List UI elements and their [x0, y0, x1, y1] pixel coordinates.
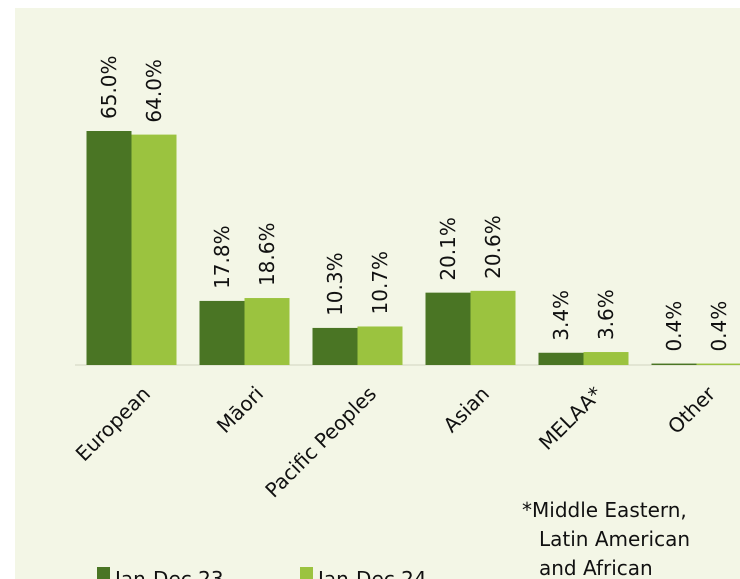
value-label: 3.4% — [549, 290, 573, 341]
bar — [244, 298, 290, 365]
value-label: 65.0% — [97, 55, 121, 119]
bar — [199, 300, 245, 365]
bar — [425, 292, 471, 365]
legend-swatch — [300, 567, 313, 579]
bar — [538, 352, 584, 365]
bar — [131, 134, 177, 365]
value-label: 64.0% — [142, 59, 166, 123]
value-label: 10.7% — [368, 251, 392, 315]
footnote: Latin American — [539, 527, 690, 551]
bar — [470, 290, 516, 365]
value-label: 18.6% — [255, 222, 279, 286]
legend-label: Jan-Dec 23 — [113, 567, 224, 579]
value-label: 0.4% — [662, 301, 686, 352]
legend-swatch — [97, 567, 110, 579]
bar — [357, 326, 403, 365]
value-label: 20.6% — [481, 215, 505, 279]
value-label: 0.4% — [707, 301, 731, 352]
footnote: and African — [539, 556, 653, 579]
bar — [86, 131, 132, 365]
bar — [312, 327, 358, 365]
value-label: 3.6% — [594, 289, 618, 340]
value-label: 20.1% — [436, 217, 460, 281]
bar — [583, 352, 629, 365]
bar — [651, 363, 697, 365]
value-label: 17.8% — [210, 225, 234, 289]
value-label: 10.3% — [323, 252, 347, 316]
legend-label: Jan-Dec 24 — [316, 567, 427, 579]
bar — [696, 363, 740, 365]
footnote: *Middle Eastern, — [522, 498, 687, 522]
